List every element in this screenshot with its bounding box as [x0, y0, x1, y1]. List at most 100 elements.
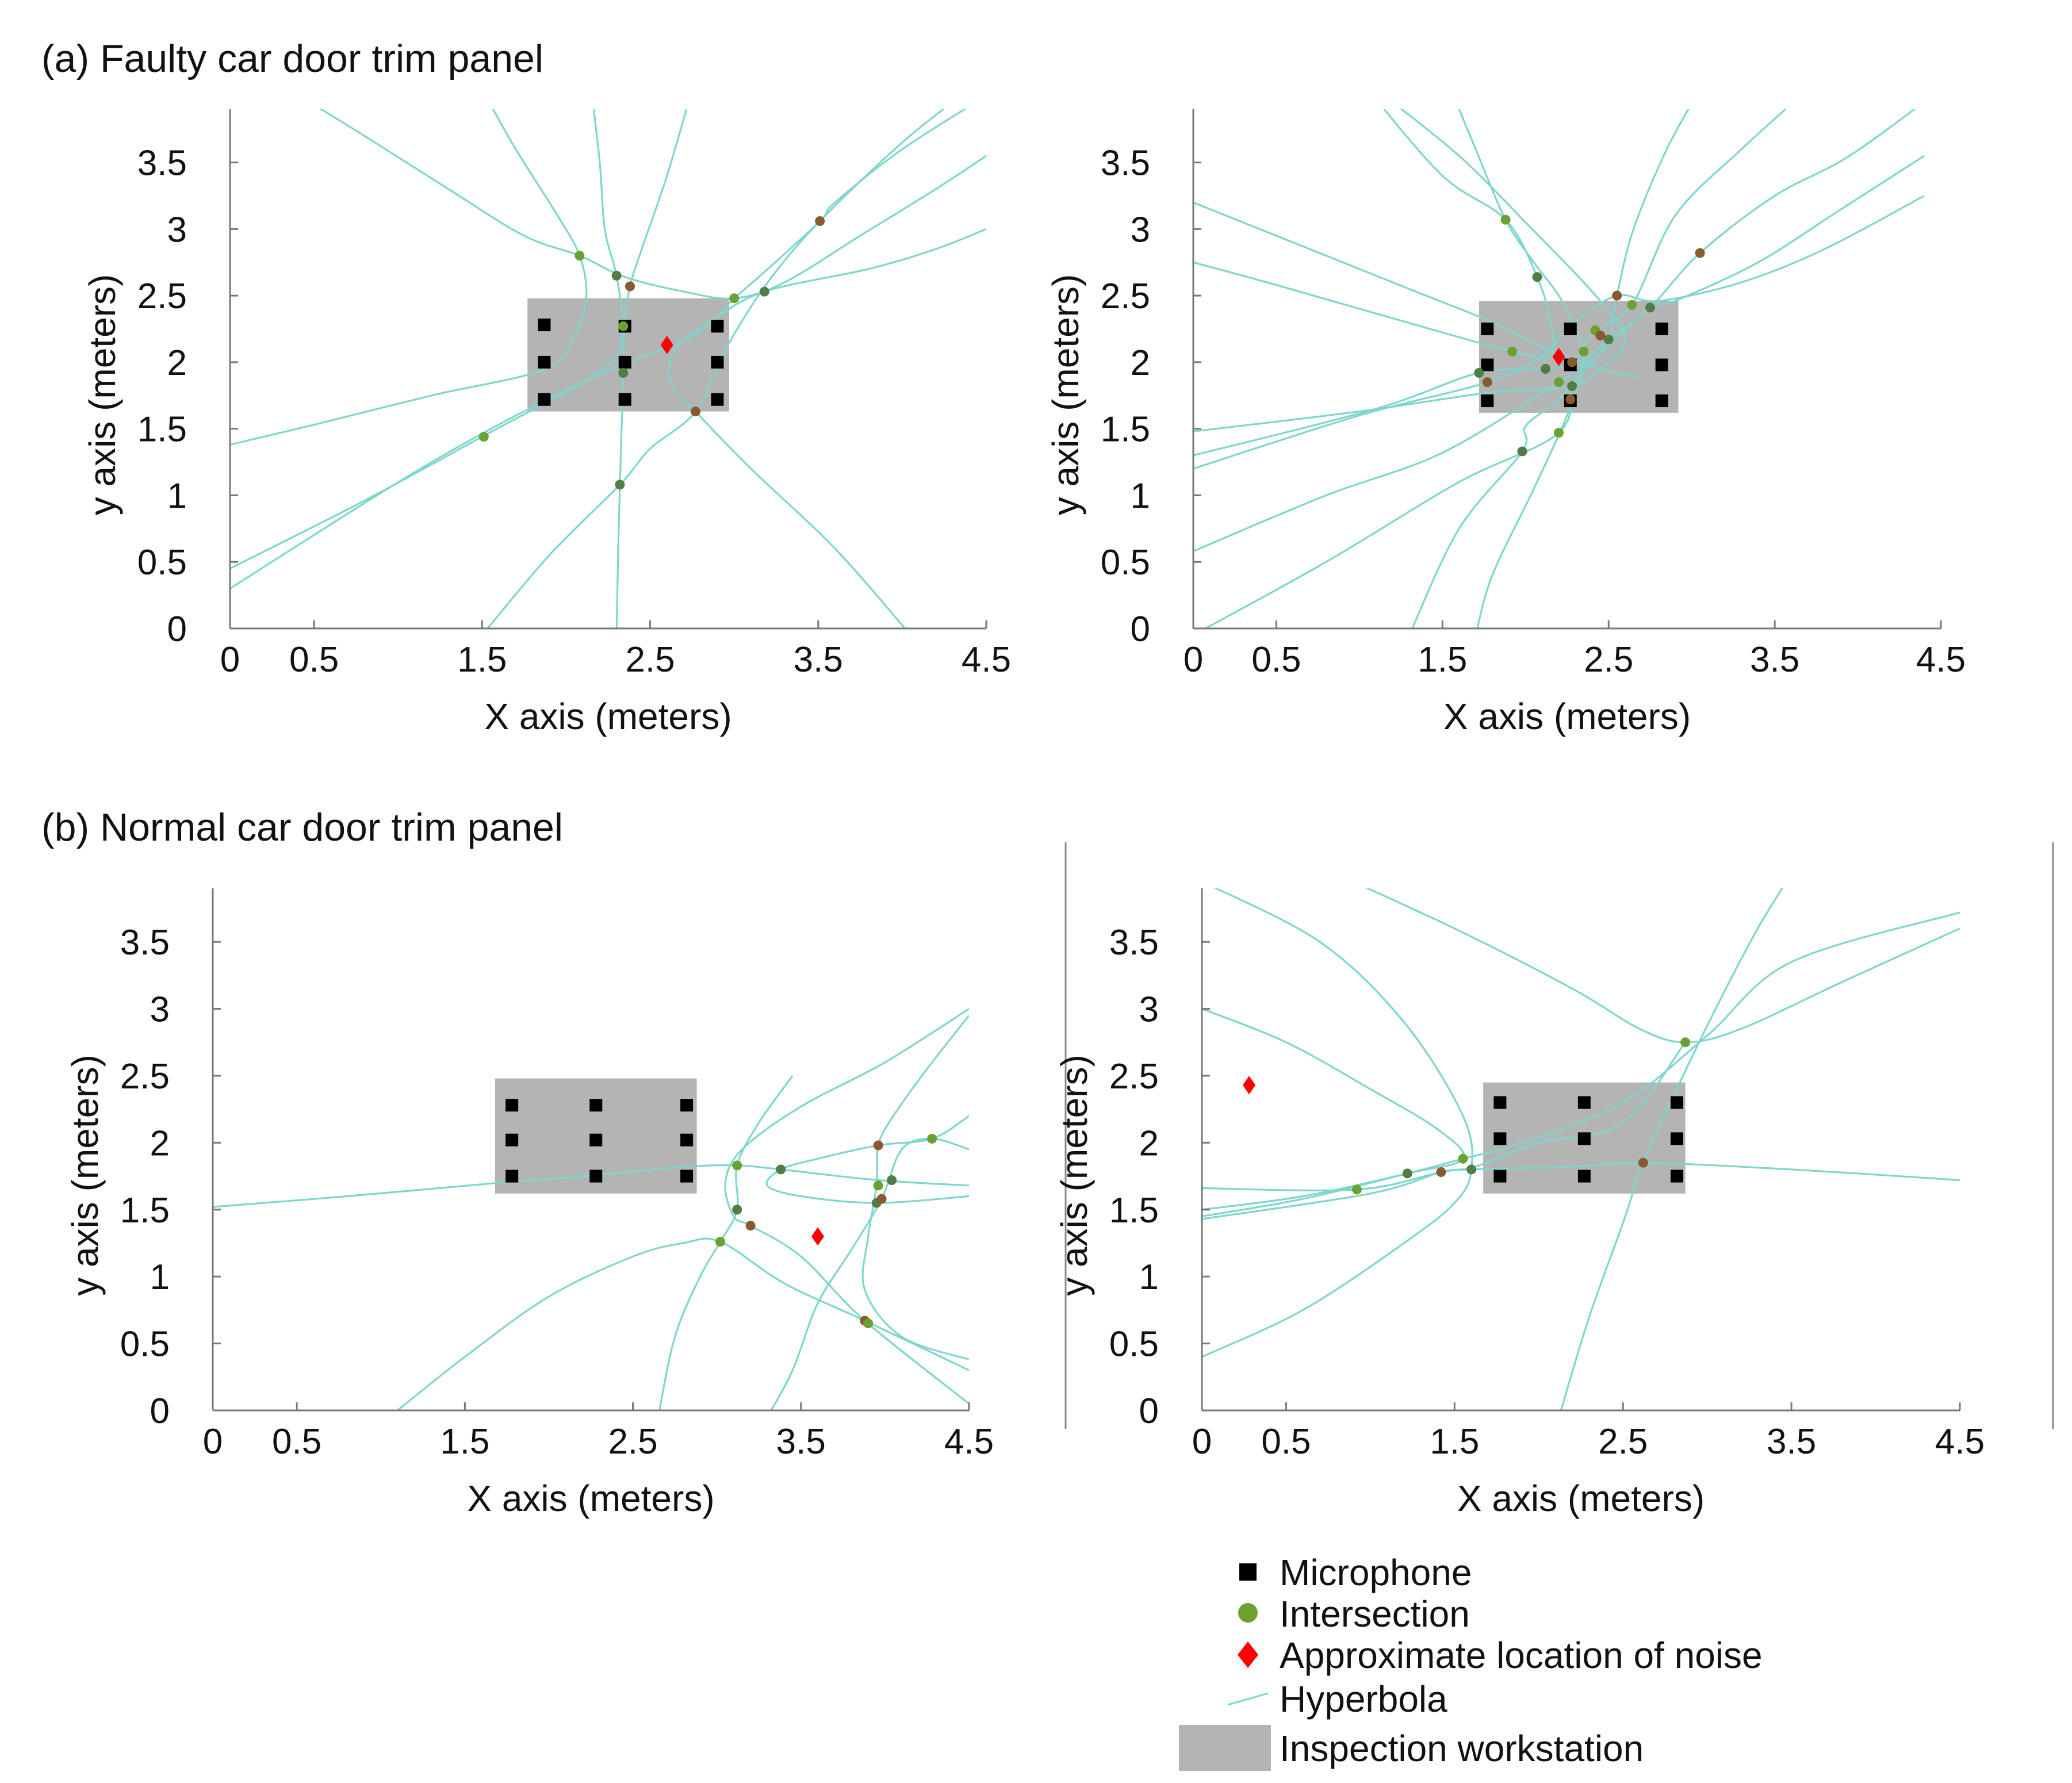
intersection-marker [1579, 346, 1589, 356]
x-tick-label: 3.5 [1767, 1422, 1816, 1462]
intersection-marker [1554, 428, 1564, 438]
intersection-marker [478, 432, 489, 442]
intersection-marker [611, 270, 622, 281]
section-a-title: (a) Faulty car door trim panel [41, 37, 543, 80]
intersection-marker [1474, 367, 1484, 378]
noise-marker [660, 335, 673, 354]
microphone-marker [618, 355, 631, 369]
intersection-marker [715, 1237, 726, 1247]
y-tick-label: 2 [167, 343, 187, 383]
microphone-marker [1670, 1170, 1683, 1183]
intersection-marker [732, 1205, 742, 1215]
microphone-marker [618, 393, 631, 406]
microphone-marker [711, 393, 724, 406]
y-tick-label: 3 [1131, 210, 1150, 250]
intersection-marker [690, 407, 700, 417]
x-tick-label: 0.5 [289, 640, 339, 680]
x-tick-label: 0 [1192, 1422, 1212, 1462]
x-tick-label: 2.5 [1598, 1422, 1648, 1462]
legend-workstation-label: Inspection workstation [1280, 1728, 1644, 1769]
microphone-marker [1493, 1096, 1507, 1109]
hyperbola-curve [592, 109, 625, 628]
intersection-marker [1645, 302, 1655, 313]
intersection-marker [1540, 364, 1550, 374]
microphone-marker [538, 355, 551, 369]
intersection-marker [1500, 214, 1511, 225]
x-tick-label: 1.5 [440, 1422, 489, 1462]
legend-intersection-label: Intersection [1280, 1593, 1470, 1635]
x-axis-label: X axis (meters) [467, 1478, 714, 1519]
x-tick-label: 3.5 [1750, 640, 1799, 680]
x-tick-label: 4.5 [1916, 640, 1966, 680]
intersection-marker [776, 1164, 786, 1175]
noise-marker [1552, 347, 1565, 366]
microphone-marker [1493, 1132, 1507, 1145]
y-tick-label: 0 [150, 1391, 170, 1431]
microphone-marker [538, 319, 551, 332]
hyperbola-curve [668, 228, 986, 628]
microphone-marker [1655, 358, 1668, 371]
x-tick-label: 3.5 [776, 1422, 826, 1462]
intersection-marker [1680, 1037, 1691, 1048]
workstation-rect [1479, 301, 1679, 413]
x-tick-label: 0 [220, 640, 240, 680]
y-tick-label: 1.5 [137, 410, 187, 450]
legend-noise-label: Approximate location of noise [1280, 1635, 1763, 1676]
intersection-marker [887, 1175, 897, 1186]
x-tick-label: 1.5 [457, 640, 507, 680]
hyperbola-curve [230, 109, 688, 570]
x-axis-label: X axis (meters) [484, 696, 731, 737]
noise-marker [811, 1227, 824, 1246]
microphone-marker [589, 1133, 603, 1147]
panel-normal-right: 0 0.5 1.5 2.5 3.5 4.5 0 0.5 1 1.5 2 2.5 3 3.5 X axis (… [1054, 888, 1985, 1519]
intersection-marker [1567, 381, 1577, 392]
panel-faulty-right: 0 0.5 1.5 2.5 3.5 4.5 0 0.5 1 1.5 2 2.5 3 3.5 X axis (… [1045, 109, 1966, 737]
intersection-marker [876, 1194, 887, 1204]
microphone-marker [505, 1133, 519, 1147]
y-axis-label: y axis (meters) [82, 274, 123, 516]
y-tick-label: 0.5 [1109, 1325, 1159, 1364]
hyperbola-curve [1193, 109, 1916, 553]
intersection-marker [1554, 377, 1564, 388]
microphone-marker [1577, 1170, 1591, 1183]
hyperbola-curve [1202, 888, 1473, 1358]
intersection-marker [745, 1221, 756, 1231]
y-tick-label: 2 [1139, 1124, 1159, 1163]
x-tick-label: 2.5 [625, 640, 675, 680]
x-tick-label: 2.5 [608, 1422, 657, 1462]
x-tick-label: 0 [203, 1422, 223, 1462]
y-tick-label: 1 [1139, 1257, 1159, 1297]
intersection-marker [863, 1318, 874, 1329]
intersection-marker [1507, 346, 1518, 356]
hyperbola-curve [1365, 888, 1960, 1044]
y-tick-label: 0.5 [137, 543, 187, 582]
microphone-marker [538, 393, 551, 406]
x-tick-label: 0 [1184, 640, 1203, 680]
microphone-marker [1493, 1170, 1507, 1183]
x-tick-label: 1.5 [1418, 640, 1467, 680]
microphone-marker [1670, 1096, 1683, 1109]
hyperbola-group [213, 1008, 969, 1410]
x-tick-label: 1.5 [1430, 1422, 1479, 1462]
microphone-marker [589, 1170, 603, 1183]
hyperbola-curve [1560, 888, 1783, 1410]
x-tick-label: 4.5 [1935, 1422, 1985, 1462]
intersection-marker [1603, 335, 1614, 345]
y-tick-label: 1.5 [1101, 410, 1150, 450]
x-tick-label: 4.5 [944, 1422, 994, 1462]
y-tick-label: 3 [150, 990, 170, 1030]
hyperbola-curve [1203, 155, 1925, 628]
y-tick-label: 2.5 [1101, 277, 1150, 316]
intersection-marker [1436, 1167, 1446, 1178]
microphone-marker [1670, 1132, 1683, 1145]
legend-hyperbola-marker [1227, 1692, 1269, 1706]
section-b-title: (b) Normal car door trim panel [41, 806, 563, 849]
microphone-marker [505, 1099, 519, 1112]
intersection-marker [1567, 357, 1577, 367]
y-tick-label: 0.5 [120, 1325, 170, 1364]
y-tick-label: 3 [167, 210, 187, 250]
intersection-marker [1351, 1184, 1362, 1195]
intersection-marker [1695, 248, 1705, 258]
legend-noise-marker [1238, 1642, 1258, 1668]
hyperbola-curve [724, 1008, 969, 1405]
